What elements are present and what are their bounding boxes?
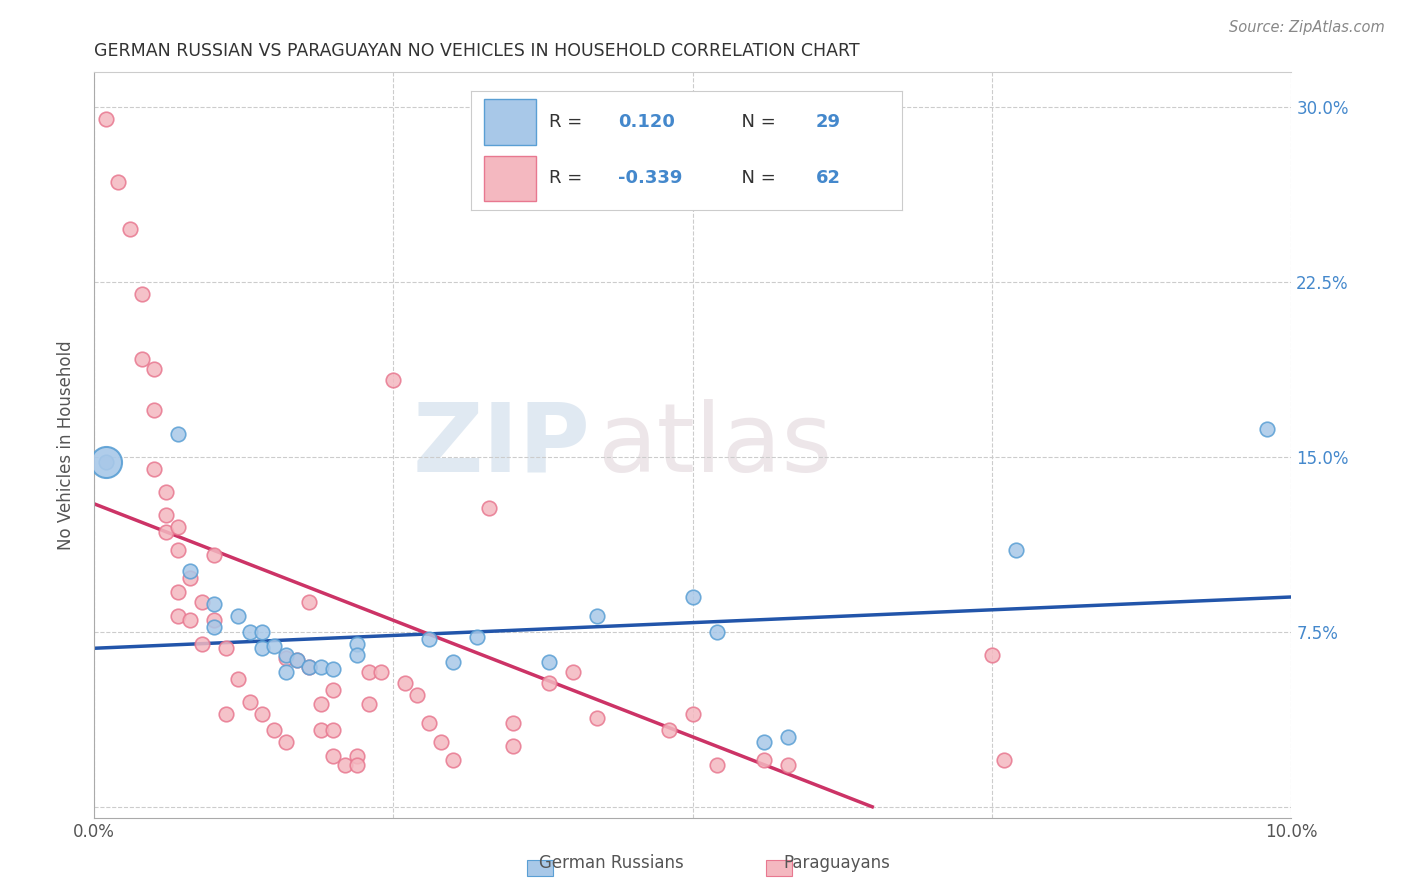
Point bbox=[202, 620, 225, 634]
Point bbox=[179, 565, 201, 579]
Point bbox=[359, 697, 381, 711]
Point bbox=[346, 648, 368, 663]
Point bbox=[190, 594, 212, 608]
Point bbox=[94, 455, 117, 469]
Point bbox=[1256, 422, 1278, 436]
Point bbox=[263, 723, 285, 737]
Point bbox=[706, 624, 728, 639]
Point bbox=[430, 734, 453, 748]
Point bbox=[359, 665, 381, 679]
Point bbox=[274, 650, 297, 665]
Point bbox=[441, 655, 464, 669]
Point bbox=[478, 501, 501, 516]
Point bbox=[537, 676, 560, 690]
Point bbox=[250, 706, 273, 721]
Point bbox=[155, 508, 177, 523]
Point bbox=[142, 403, 165, 417]
Y-axis label: No Vehicles in Household: No Vehicles in Household bbox=[58, 341, 75, 550]
Point bbox=[239, 624, 262, 639]
Point bbox=[131, 286, 153, 301]
Point bbox=[166, 520, 188, 534]
Point bbox=[346, 748, 368, 763]
Point bbox=[561, 665, 583, 679]
Point bbox=[298, 594, 321, 608]
Point bbox=[441, 753, 464, 767]
Point bbox=[190, 637, 212, 651]
Point bbox=[287, 653, 309, 667]
Text: Paraguayans: Paraguayans bbox=[783, 855, 890, 872]
Point bbox=[682, 590, 704, 604]
Point bbox=[142, 361, 165, 376]
Point bbox=[202, 613, 225, 627]
Point bbox=[263, 639, 285, 653]
Point bbox=[155, 524, 177, 539]
Point bbox=[214, 706, 236, 721]
Point bbox=[94, 455, 117, 469]
Point bbox=[118, 221, 141, 235]
Point bbox=[537, 655, 560, 669]
Point bbox=[311, 660, 333, 674]
Point bbox=[382, 373, 405, 387]
Point bbox=[658, 723, 681, 737]
Point bbox=[94, 112, 117, 126]
Point bbox=[778, 730, 800, 744]
Point bbox=[202, 548, 225, 562]
Point bbox=[274, 734, 297, 748]
Text: Source: ZipAtlas.com: Source: ZipAtlas.com bbox=[1229, 20, 1385, 35]
Text: ZIP: ZIP bbox=[413, 399, 591, 492]
Point bbox=[778, 757, 800, 772]
Point bbox=[142, 462, 165, 476]
Point bbox=[322, 748, 344, 763]
Point bbox=[202, 597, 225, 611]
Point bbox=[370, 665, 392, 679]
Text: German Russians: German Russians bbox=[540, 855, 683, 872]
Point bbox=[298, 660, 321, 674]
Point bbox=[179, 571, 201, 585]
Point bbox=[166, 543, 188, 558]
Point bbox=[107, 175, 129, 189]
Point bbox=[274, 648, 297, 663]
Point bbox=[406, 688, 429, 702]
Point bbox=[418, 632, 440, 646]
Point bbox=[394, 676, 416, 690]
Point bbox=[131, 352, 153, 367]
Point bbox=[298, 660, 321, 674]
Point bbox=[1005, 543, 1028, 558]
Point bbox=[465, 630, 488, 644]
Point bbox=[155, 485, 177, 500]
Point bbox=[335, 757, 357, 772]
Point bbox=[166, 585, 188, 599]
Point bbox=[682, 706, 704, 721]
Text: GERMAN RUSSIAN VS PARAGUAYAN NO VEHICLES IN HOUSEHOLD CORRELATION CHART: GERMAN RUSSIAN VS PARAGUAYAN NO VEHICLES… bbox=[94, 42, 859, 60]
Point bbox=[311, 697, 333, 711]
Point bbox=[226, 672, 249, 686]
Point bbox=[226, 608, 249, 623]
Point bbox=[239, 695, 262, 709]
Point bbox=[287, 653, 309, 667]
Text: atlas: atlas bbox=[596, 399, 832, 492]
Point bbox=[981, 648, 1004, 663]
Point bbox=[214, 641, 236, 656]
Point bbox=[322, 662, 344, 676]
Point bbox=[585, 711, 607, 725]
Point bbox=[502, 715, 524, 730]
Point bbox=[166, 426, 188, 441]
Point bbox=[250, 641, 273, 656]
Point bbox=[754, 753, 776, 767]
Point bbox=[346, 637, 368, 651]
Point bbox=[754, 734, 776, 748]
Point bbox=[311, 723, 333, 737]
Point bbox=[706, 757, 728, 772]
Point bbox=[179, 613, 201, 627]
Point bbox=[250, 624, 273, 639]
Point bbox=[993, 753, 1015, 767]
Point bbox=[166, 608, 188, 623]
Point bbox=[346, 757, 368, 772]
Point bbox=[322, 723, 344, 737]
Point bbox=[322, 683, 344, 698]
Point bbox=[585, 608, 607, 623]
Point bbox=[418, 715, 440, 730]
Point bbox=[502, 739, 524, 754]
Point bbox=[274, 665, 297, 679]
